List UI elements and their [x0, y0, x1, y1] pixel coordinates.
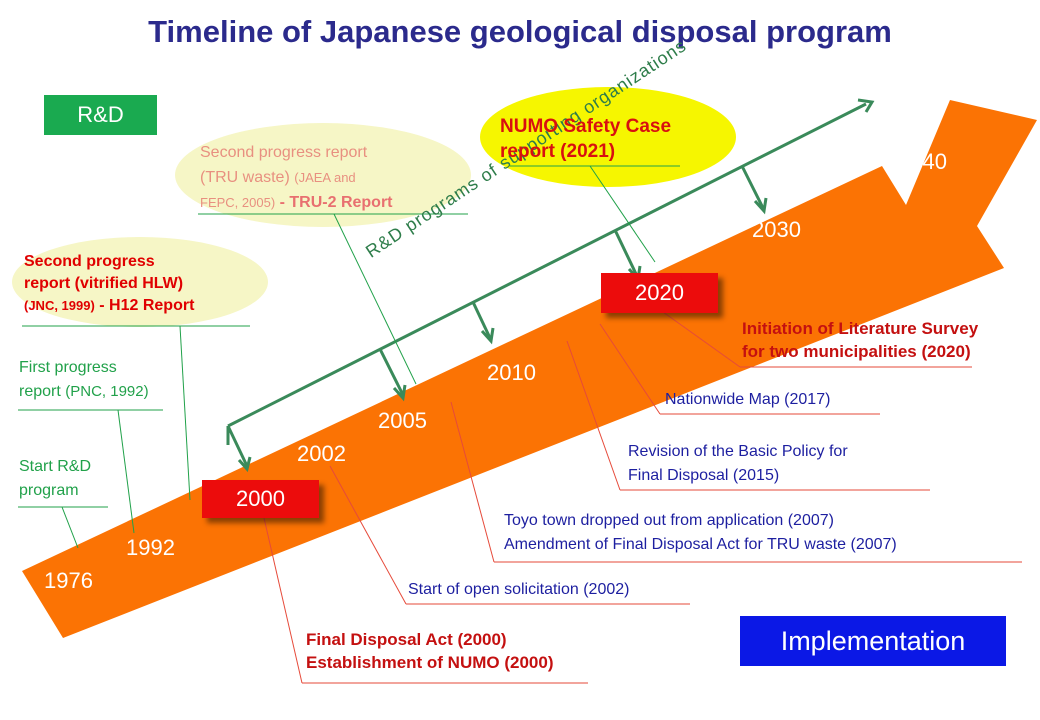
start-rd-label: Start R&D program	[19, 455, 91, 503]
literature-survey-label: Initiation of Literature Survey for two …	[742, 317, 978, 363]
tru2-highlight	[175, 123, 471, 227]
h12-line1: Second progress	[24, 253, 155, 270]
year-2020-box: 2020	[601, 273, 718, 313]
rd-leader-lines	[18, 165, 680, 549]
literature-survey-line2: for two municipalities (2020)	[742, 342, 971, 361]
numo-sc-line2: report (2021)	[500, 141, 616, 162]
tru2-source-a: (JAEA and	[294, 170, 356, 185]
start-rd-line1: Start R&D	[19, 458, 92, 475]
year-2005: 2005	[378, 408, 427, 433]
first-report-line1: First progress	[19, 359, 117, 376]
basic-policy-label: Revision of the Basic Policy for Final D…	[628, 440, 848, 488]
year-2000-box: 2000	[202, 480, 319, 518]
open-solicitation-label: Start of open solicitation (2002)	[408, 581, 630, 598]
first-report-label: First progress report (PNC, 1992)	[19, 356, 149, 404]
year-1992: 1992	[126, 535, 175, 560]
year-1976: 1976	[44, 568, 93, 593]
year-2040: 2040	[898, 149, 947, 174]
final-act-line1: Final Disposal Act (2000)	[306, 630, 507, 649]
toyo-line2: Amendment of Final Disposal Act for TRU …	[504, 536, 897, 553]
start-rd-line2: program	[19, 482, 79, 499]
numo-sc-line1: NUMO Safety Case	[500, 116, 672, 137]
nationwide-map-label: Nationwide Map (2017)	[665, 391, 831, 408]
numo-sc-highlight	[480, 87, 736, 187]
toyo-town-label: Toyo town dropped out from application (…	[504, 509, 897, 557]
final-act-line2: Establishment of NUMO (2000)	[306, 653, 554, 672]
tru2-line1: Second progress report	[200, 144, 368, 161]
h12-line3: (JNC, 1999) - H12 Report	[24, 295, 194, 317]
basic-policy-line2: Final Disposal (2015)	[628, 467, 780, 484]
first-report-line2: report (PNC, 1992)	[19, 380, 149, 404]
tru2-line2: (TRU waste) (JAEA and	[200, 165, 393, 190]
first-report-source: (PNC, 1992)	[65, 383, 149, 400]
tru2-text: (TRU waste)	[200, 169, 290, 186]
tru2-report-name: - TRU-2 Report	[279, 194, 393, 211]
final-disposal-act-label: Final Disposal Act (2000) Establishment …	[306, 628, 554, 674]
impl-leader-lines	[263, 311, 1022, 684]
toyo-line1: Toyo town dropped out from application (…	[504, 512, 834, 529]
implementation-badge: Implementation	[740, 616, 1006, 666]
literature-survey-line1: Initiation of Literature Survey	[742, 319, 979, 338]
page-title: Timeline of Japanese geological disposal…	[148, 14, 892, 49]
numo-safety-case-label: NUMO Safety Case report (2021)	[500, 114, 671, 164]
basic-policy-line1: Revision of the Basic Policy for	[628, 443, 848, 460]
tru2-report-label: Second progress report (TRU waste) (JAEA…	[200, 140, 393, 215]
rd-programs-line	[226, 98, 875, 473]
year-2030: 2030	[752, 217, 801, 242]
rd-badge: R&D	[44, 95, 157, 135]
h12-source: (JNC, 1999)	[24, 298, 95, 313]
tru2-source-b: FEPC, 2005)	[200, 195, 276, 210]
h12-report-name: - H12 Report	[99, 297, 195, 314]
year-2010: 2010	[487, 360, 536, 385]
h12-highlight	[12, 237, 268, 327]
h12-report-label: Second progress report (vitrified HLW) (…	[24, 251, 194, 317]
h12-line2: report (vitrified HLW)	[24, 275, 184, 292]
first-report-text: report	[19, 383, 61, 400]
tru2-line3: FEPC, 2005) - TRU-2 Report	[200, 190, 393, 215]
year-2002: 2002	[297, 441, 346, 466]
